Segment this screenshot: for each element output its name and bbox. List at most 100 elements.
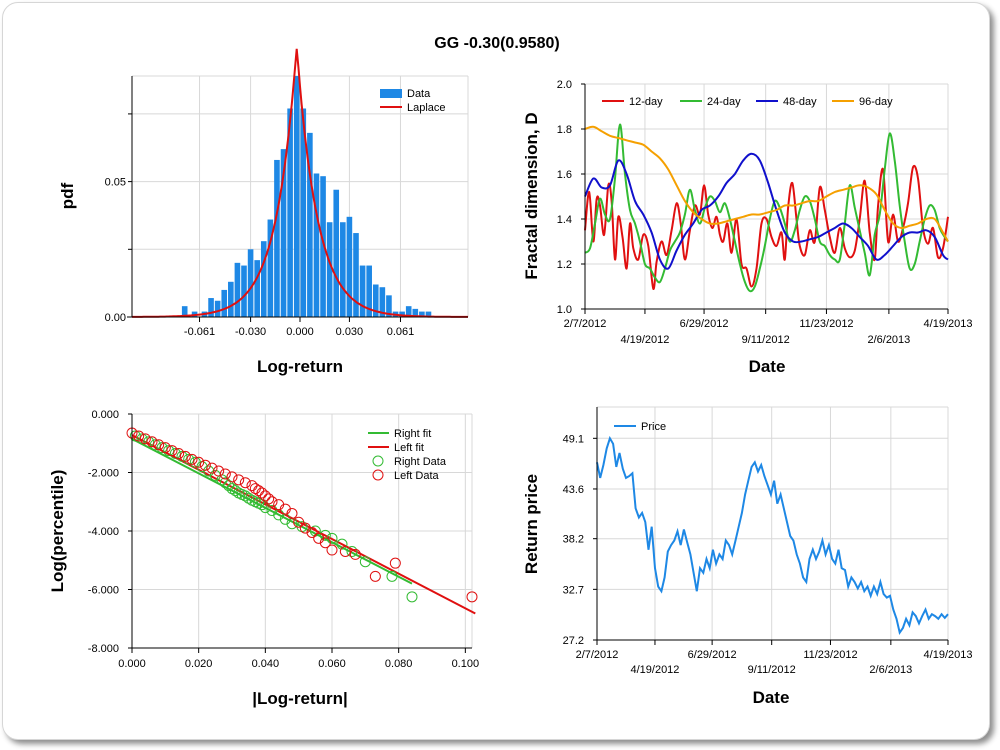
legend-label-3: Left Data <box>394 470 440 482</box>
x-tick-label: 11/23/2012 <box>799 318 853 330</box>
legend-data-swatch <box>380 89 402 98</box>
histogram-bar <box>372 284 379 317</box>
y-tick-label: 1.2 <box>557 259 572 271</box>
fractal-ylabel: Fractal dimension, D <box>522 112 541 279</box>
pdf-legend: Data Laplace <box>380 88 446 114</box>
x-tick-label: 9/11/2012 <box>748 664 796 676</box>
left-data-point <box>259 490 271 502</box>
histogram-bar <box>300 108 307 317</box>
tail-panel: 0.000 -2.000 -4.000 -6.000 -8.000 0.000 0.020 0… <box>48 409 479 708</box>
histogram-bar <box>307 132 313 317</box>
legend-label-0: Right fit <box>394 428 431 440</box>
histogram-bar <box>293 76 300 317</box>
x-tick-label: 2/7/2012 <box>576 649 619 661</box>
x-tick-label: 0.000 <box>286 326 314 338</box>
right-data-point <box>143 436 155 448</box>
histogram-bar <box>234 262 241 317</box>
left-data-point <box>193 456 205 468</box>
left-data-point <box>233 474 245 486</box>
fractal-xlabel: Date <box>749 357 786 376</box>
histogram-bar <box>274 159 280 317</box>
right-data-point <box>359 556 371 568</box>
x-tick-label: 0.100 <box>452 658 480 670</box>
left-data-point <box>166 445 178 457</box>
x-tick-label: 0.030 <box>336 326 364 338</box>
left-data-point <box>286 507 298 519</box>
series-line-12-day <box>584 164 949 290</box>
histogram-bar <box>425 311 432 317</box>
legend-data-label: Data <box>407 88 431 100</box>
histogram-bar <box>247 249 254 317</box>
right-data-point <box>163 445 175 457</box>
figure-title: GG -0.30(0.9580) <box>434 35 559 52</box>
left-data-point <box>179 450 191 462</box>
pdf-ylabel: pdf <box>58 182 77 209</box>
x-tick-label: 2/6/2013 <box>867 334 910 346</box>
left-data-point <box>186 453 198 465</box>
price-line <box>596 435 949 636</box>
left-data-point <box>293 516 305 528</box>
histogram-bar <box>412 308 419 317</box>
x-tick-label: 6/29/2012 <box>680 318 729 330</box>
histogram-bar <box>326 222 333 317</box>
y-tick-label: 27.2 <box>563 635 584 647</box>
fractal-series <box>584 123 949 293</box>
fractal-gridlines <box>584 83 949 310</box>
left-data-point <box>226 471 238 483</box>
x-tick-label: 4/19/2013 <box>924 649 973 661</box>
x-tick-label: 4/19/2012 <box>630 664 679 676</box>
histogram-bar <box>280 149 287 317</box>
right-data-point <box>406 591 418 603</box>
right-data-point <box>183 453 195 465</box>
left-data-point <box>369 570 381 582</box>
price-legend: Price <box>614 421 666 433</box>
right-data-point <box>136 433 148 445</box>
x-tick-label: 0.061 <box>387 326 415 338</box>
price-panel: 27.2 32.7 38.2 43.6 49.1 2/7/2012 6/29/2012 11/… <box>522 406 973 707</box>
y-tick-label: -2.000 <box>88 468 119 480</box>
histogram-bar <box>379 287 386 317</box>
left-data-point <box>319 537 331 549</box>
left-data-point <box>263 493 275 505</box>
x-tick-label: 0.060 <box>318 658 346 670</box>
histogram-bar <box>386 295 392 317</box>
right-data-point <box>129 430 141 442</box>
right-data-point <box>346 545 358 557</box>
y-tick-label: 0.000 <box>91 409 119 421</box>
y-tick-label: 32.7 <box>563 584 584 596</box>
series-line-96-day <box>584 125 949 242</box>
legend-label-96-day: 96-day <box>859 96 893 108</box>
left-data-point <box>466 591 478 603</box>
y-tick-label: 49.1 <box>563 433 584 445</box>
fractal-axes <box>584 84 948 310</box>
left-data-point <box>253 485 265 497</box>
left-data-point <box>133 430 145 442</box>
y-tick-label: 43.6 <box>563 484 584 496</box>
pdf-panel: -0.061 -0.030 0.000 0.030 0.061 0.00 0.05 Log-… <box>58 48 469 376</box>
legend-label-2: Right Data <box>394 456 447 468</box>
left-data-point <box>213 465 225 477</box>
right-fit-line <box>131 438 413 585</box>
left-data-point <box>256 487 268 499</box>
histogram-bar <box>313 173 320 317</box>
y-tick-label: -8.000 <box>88 643 119 655</box>
y-tick-label: 38.2 <box>563 534 584 546</box>
histogram-bar <box>208 298 214 317</box>
histogram-bar <box>353 233 359 317</box>
left-data-point <box>206 462 218 474</box>
legend-swatch-3 <box>372 469 384 481</box>
left-data-point <box>239 477 251 489</box>
x-tick-label: 2/7/2012 <box>564 318 607 330</box>
tail-ylabel: Log(percentile) <box>48 470 67 593</box>
price-series <box>596 435 949 636</box>
left-data-point <box>146 436 158 448</box>
left-data-point <box>219 468 231 480</box>
right-data-point <box>156 442 168 454</box>
y-tick-label: 0.05 <box>105 177 126 189</box>
price-xlabel: Date <box>753 688 790 707</box>
left-data-point <box>139 433 151 445</box>
y-tick-label: -6.000 <box>88 585 119 597</box>
pdf-tick-labels: -0.061 -0.030 0.000 0.030 0.061 0.00 0.05 <box>105 113 415 338</box>
left-data-point <box>326 544 338 556</box>
right-data-point <box>219 477 231 489</box>
